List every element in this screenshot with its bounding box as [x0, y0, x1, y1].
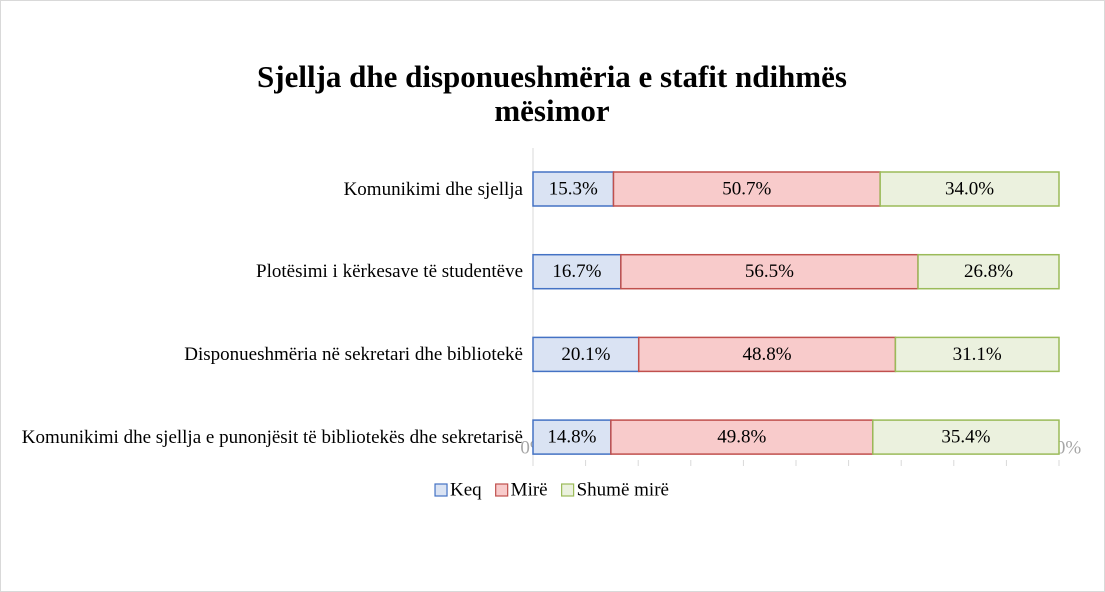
y-tick-label: Komunikimi dhe sjellja: [343, 178, 523, 200]
bar-segment: [872, 419, 1060, 455]
data-label: 48.8%: [743, 344, 792, 365]
data-label: 49.8%: [717, 426, 766, 447]
chart-title: Sjellja dhe disponueshmëria e stafit ndi…: [257, 59, 847, 128]
bar-segment: [612, 171, 881, 207]
data-label: 16.7%: [552, 261, 601, 282]
data-label: 26.8%: [964, 261, 1013, 282]
category-label-box: Komunikimi dhe sjellja e punonjësit të b…: [3, 407, 523, 467]
bar-segment: [917, 253, 1060, 290]
data-label: 31.1%: [953, 344, 1002, 365]
legend-swatch: [495, 483, 509, 497]
y-tick-label: Disponueshmëria në sekretari dhe bibliot…: [184, 343, 523, 365]
data-label: 50.7%: [722, 178, 771, 199]
legend-label: Mirë: [511, 479, 548, 500]
data-label: 35.4%: [941, 426, 990, 447]
category-label-box: Plotësimi i kërkesave të studentëve: [3, 242, 523, 302]
bar-segment: [532, 253, 622, 290]
bar-segment: [879, 171, 1060, 207]
bar-segment: [637, 336, 897, 373]
data-label: 20.1%: [561, 344, 610, 365]
legend-label: Keq: [450, 479, 482, 500]
category-label-box: Komunikimi dhe sjellja: [3, 159, 523, 219]
legend-label: Shumë mirë: [577, 479, 669, 500]
bar-segment: [610, 419, 874, 455]
legend-swatch: [434, 483, 448, 497]
data-label: 14.8%: [547, 426, 596, 447]
data-label: 56.5%: [745, 261, 794, 282]
legend-swatch: [561, 483, 575, 497]
y-tick-label: Plotësimi i kërkesave të studentëve: [256, 261, 523, 283]
data-label: 34.0%: [945, 178, 994, 199]
data-label: 15.3%: [549, 178, 598, 199]
bar-segment: [894, 336, 1060, 373]
category-label-box: Disponueshmëria në sekretari dhe bibliot…: [3, 324, 523, 384]
bar-segment: [532, 419, 612, 455]
y-tick-label: Komunikimi dhe sjellja e punonjësit të b…: [21, 426, 523, 448]
bar-segment: [620, 253, 919, 290]
bar-segment: [532, 171, 615, 207]
